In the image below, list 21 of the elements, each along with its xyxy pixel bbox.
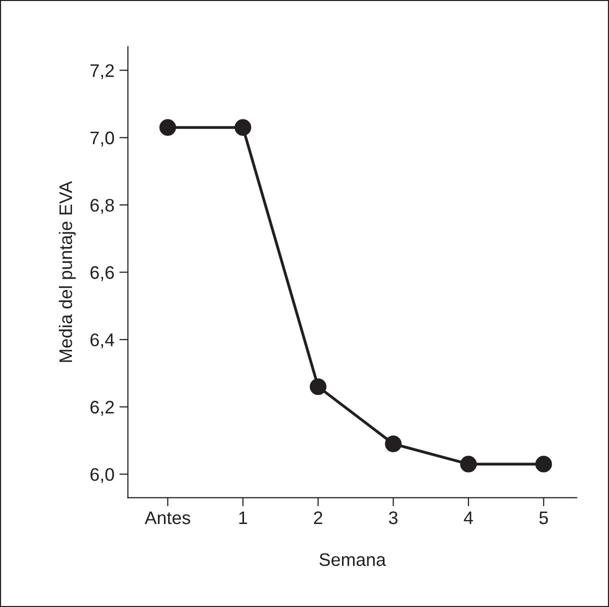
x-tick-label: 2	[314, 511, 322, 524]
y-tick-label: 7,0	[90, 132, 114, 146]
point	[159, 119, 176, 136]
x-tick-label: 5	[539, 512, 548, 524]
x-tick-label: 3	[388, 511, 398, 524]
y-axis-title: Media del puntaje EVA	[58, 181, 76, 362]
y-tick-label: 6,4	[90, 333, 114, 348]
x-axis-title: Semana	[320, 553, 386, 566]
x-tick-label: Antes	[144, 512, 190, 524]
point	[234, 119, 252, 136]
x-tick-label: 4	[464, 512, 473, 524]
y-tick-label: 6,6	[90, 266, 114, 282]
point	[384, 436, 402, 452]
y-tick-label: 7,2	[90, 64, 114, 80]
x-tick-label: 1	[239, 512, 248, 524]
y-tick-label: 6,0	[90, 468, 114, 484]
point	[535, 456, 552, 472]
point	[310, 378, 326, 396]
y-tick-label: 6,2	[90, 400, 114, 416]
point	[460, 456, 477, 472]
y-tick-label: 6,8	[90, 198, 114, 214]
